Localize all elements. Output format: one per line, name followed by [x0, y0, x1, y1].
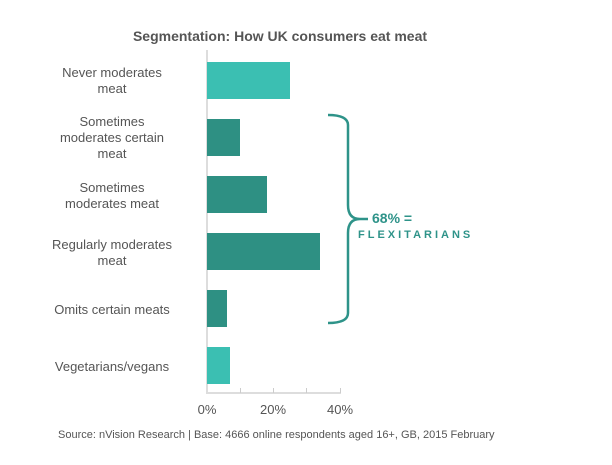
category-label: Omits certain meats [54, 302, 170, 317]
bar [207, 176, 267, 213]
x-tick [306, 388, 307, 393]
source-note: Source: nVision Research | Base: 4666 on… [58, 429, 495, 441]
annotation-label: FLEXITARIANS [358, 229, 474, 241]
category-label: Regularly moderates meat [52, 237, 172, 268]
bar [207, 62, 291, 99]
x-tick-label: 40% [326, 402, 354, 417]
annotation-percent: 68% = [372, 210, 413, 226]
category-label: Sometimes moderates meat [65, 180, 159, 211]
x-tick [340, 388, 341, 393]
x-tick [240, 388, 241, 393]
x-tick-label: 20% [259, 402, 287, 417]
category-label: Vegetarians/vegans [54, 359, 170, 374]
bar [207, 119, 241, 156]
x-tick [273, 388, 274, 393]
bar [207, 233, 321, 270]
category-label: Never moderates meat [62, 65, 162, 96]
bar [207, 290, 227, 327]
chart-title: Segmentation: How UK consumers eat meat [132, 28, 428, 44]
y-axis-line [206, 50, 208, 393]
x-axis-line [206, 392, 341, 394]
x-tick-label: 0% [197, 402, 217, 417]
curly-bracket-icon [327, 113, 368, 325]
bar [207, 347, 231, 384]
category-label: Sometimes moderates certain meat [59, 114, 165, 161]
